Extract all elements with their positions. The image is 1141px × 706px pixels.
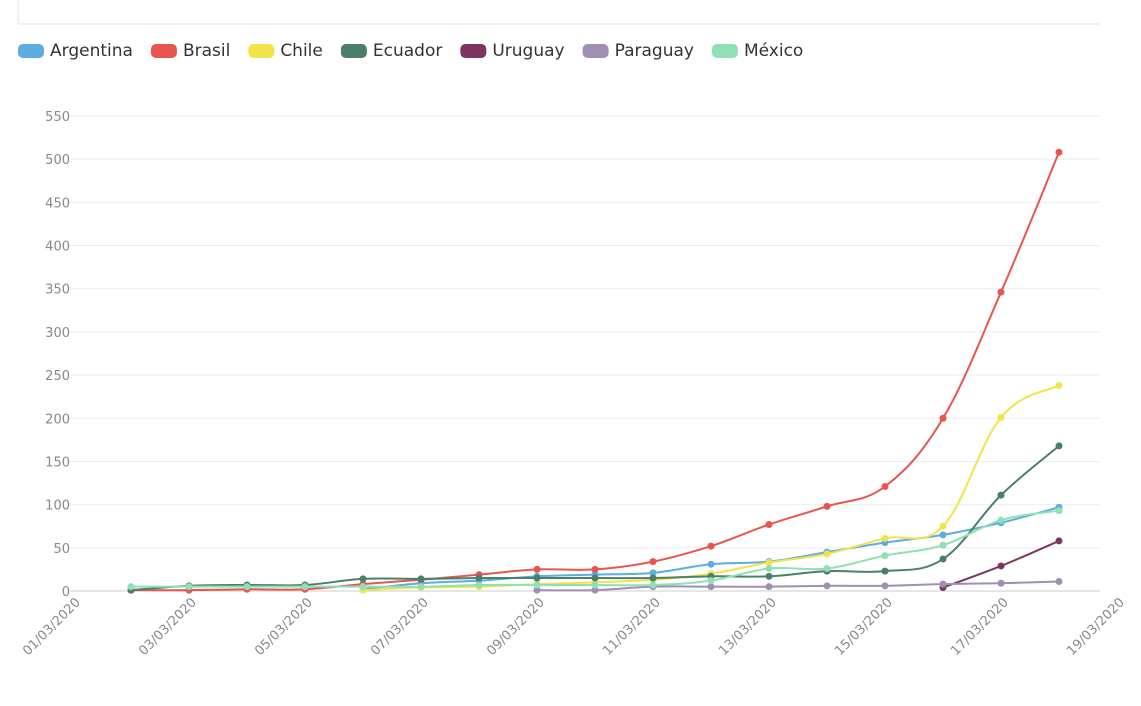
data-point [533, 565, 541, 573]
data-point [649, 581, 657, 589]
data-point [823, 582, 831, 590]
data-point [417, 583, 425, 591]
data-point [185, 583, 193, 591]
legend-swatch [340, 44, 367, 58]
data-point [939, 522, 947, 530]
data-point [997, 491, 1005, 499]
legend-label: Brasil [183, 41, 230, 61]
y-tick-label: 0 [62, 585, 70, 600]
x-tick-label: 11/03/2020 [600, 595, 664, 659]
data-point [765, 559, 773, 566]
legend-label: Uruguay [492, 41, 564, 61]
data-point [881, 567, 889, 575]
legend-swatch [460, 44, 487, 58]
data-point [533, 581, 541, 589]
data-point [243, 583, 251, 591]
legend-label: Argentina [50, 41, 133, 61]
series-line [536, 580, 1060, 592]
data-point [649, 558, 657, 566]
data-point [359, 575, 367, 583]
data-point [881, 483, 889, 490]
data-point [591, 574, 599, 582]
x-tick-label: 01/03/2020 [20, 595, 84, 659]
x-tick-label: 07/03/2020 [368, 595, 432, 659]
data-point [649, 574, 657, 582]
y-tick-label: 250 [45, 369, 70, 384]
data-point [881, 534, 889, 542]
data-point [939, 580, 947, 588]
legend-label: Ecuador [373, 41, 442, 61]
legend-swatch [248, 44, 275, 58]
data-point [533, 586, 541, 594]
y-tick-label: 150 [45, 455, 70, 470]
data-point [127, 583, 135, 591]
data-point [823, 550, 831, 558]
data-point [997, 516, 1005, 524]
data-point [881, 552, 889, 560]
data-point [359, 583, 367, 591]
x-tick-label: 03/03/2020 [136, 595, 200, 659]
data-point [939, 541, 947, 549]
x-tick-label: 13/03/2020 [716, 595, 780, 659]
legend-label: Paraguay [615, 41, 694, 61]
data-point [591, 565, 599, 573]
data-point [765, 572, 773, 580]
y-tick-label: 550 [45, 110, 70, 125]
legend-swatch [150, 44, 177, 58]
data-point [939, 414, 947, 422]
x-tick-label: 05/03/2020 [252, 595, 316, 659]
legend-label: Chile [280, 41, 323, 61]
data-point [823, 502, 831, 510]
data-point [997, 579, 1005, 587]
series-line [130, 151, 1060, 592]
data-point [475, 581, 483, 589]
data-point [1055, 507, 1063, 515]
x-tick-label: 17/03/2020 [948, 595, 1012, 659]
data-point [939, 555, 947, 563]
y-tick-label: 300 [45, 326, 70, 341]
data-point [765, 565, 773, 573]
data-point [417, 575, 425, 583]
data-point [881, 582, 889, 590]
y-tick-label: 450 [45, 196, 70, 211]
data-point [1055, 537, 1063, 545]
data-point [707, 577, 715, 585]
data-point [997, 288, 1005, 296]
data-point [475, 574, 483, 582]
y-tick-label: 350 [45, 283, 70, 298]
legend-label: México [744, 41, 803, 61]
data-point [707, 542, 715, 550]
legend-swatch [582, 44, 609, 58]
data-point [1055, 381, 1063, 389]
legend-swatch [18, 44, 44, 58]
data-point [997, 413, 1005, 421]
y-tick-label: 500 [45, 153, 70, 168]
data-point [649, 569, 657, 577]
x-tick-label: 09/03/2020 [484, 595, 548, 659]
legend-swatch [711, 44, 738, 58]
x-tick-label: 15/03/2020 [832, 595, 896, 659]
x-tick-label: 19/03/2020 [1064, 595, 1128, 659]
data-point [823, 565, 831, 573]
data-point [765, 521, 773, 528]
series-line [130, 445, 1060, 592]
data-point [1055, 148, 1063, 156]
data-point [939, 531, 947, 539]
data-point [765, 583, 773, 591]
data-point [301, 583, 309, 591]
y-tick-label: 50 [53, 542, 70, 557]
data-point [707, 583, 715, 591]
y-tick-label: 100 [45, 499, 70, 514]
y-tick-label: 200 [45, 412, 70, 427]
y-tick-label: 400 [45, 240, 70, 255]
data-point [1055, 578, 1063, 585]
series-line [362, 384, 1060, 592]
data-point [707, 560, 715, 568]
data-point [997, 562, 1005, 570]
data-point [591, 581, 599, 589]
data-point [591, 586, 599, 594]
data-point [533, 574, 541, 582]
data-point [1055, 442, 1063, 450]
